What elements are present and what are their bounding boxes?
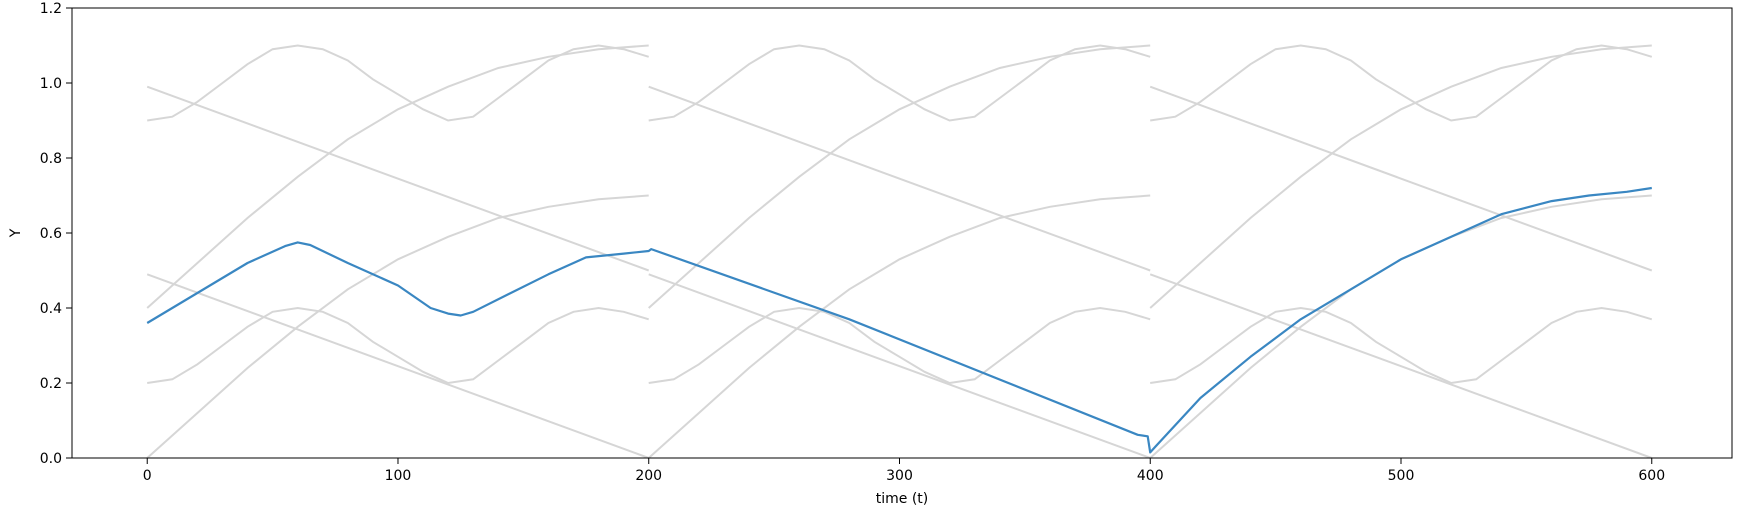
series-line-1 (146, 186, 1652, 454)
background-line-1-5 (146, 85, 650, 272)
background-line-2-6 (648, 273, 1151, 459)
background-line-3-3 (1149, 44, 1652, 309)
y-tick-label: 0.2 (40, 376, 62, 392)
x-tick-label: 100 (385, 468, 412, 484)
y-tick-label: 0.0 (40, 451, 62, 467)
background-line-2-3 (648, 44, 1151, 309)
background-line-2-1 (648, 44, 1151, 122)
x-tick-label: 400 (1137, 468, 1164, 484)
highlight-series (146, 186, 1652, 454)
background-line-2-2 (648, 306, 1151, 385)
y-tick-label: 1.0 (40, 76, 62, 92)
background-line-3-2 (1150, 306, 1653, 385)
background-line-3-6 (1149, 273, 1653, 459)
background-line-1-1 (147, 44, 649, 122)
y-tick-label: 0.4 (40, 301, 62, 317)
y-tick-label: 1.2 (40, 1, 62, 17)
y-tick-label: 0.6 (40, 226, 62, 242)
x-tick-label: 600 (1638, 468, 1665, 484)
background-line-2-5 (648, 85, 1151, 272)
x-tick-label: 200 (635, 468, 662, 484)
x-tick-label: 300 (886, 468, 913, 484)
background-line-1-4 (146, 194, 649, 459)
background-line-1-3 (146, 44, 649, 309)
x-axis: 0 100 200 300 400 500 600 (143, 458, 1665, 484)
background-line-1-2 (147, 306, 649, 385)
background-line-3-5 (1149, 85, 1653, 272)
background-lines (146, 44, 1653, 459)
y-axis: 0.0 0.2 0.4 0.6 0.8 1.0 1.2 (40, 1, 72, 467)
background-line-2-4 (648, 194, 1151, 459)
x-tick-label: 0 (143, 468, 152, 484)
x-axis-label: time (t) (876, 491, 929, 507)
background-line-3-4 (1149, 194, 1652, 459)
background-line-1-6 (146, 273, 650, 459)
y-axis-label: Y (8, 228, 24, 238)
x-tick-label: 500 (1388, 468, 1415, 484)
y-tick-label: 0.8 (40, 151, 62, 167)
background-line-3-1 (1150, 44, 1653, 122)
